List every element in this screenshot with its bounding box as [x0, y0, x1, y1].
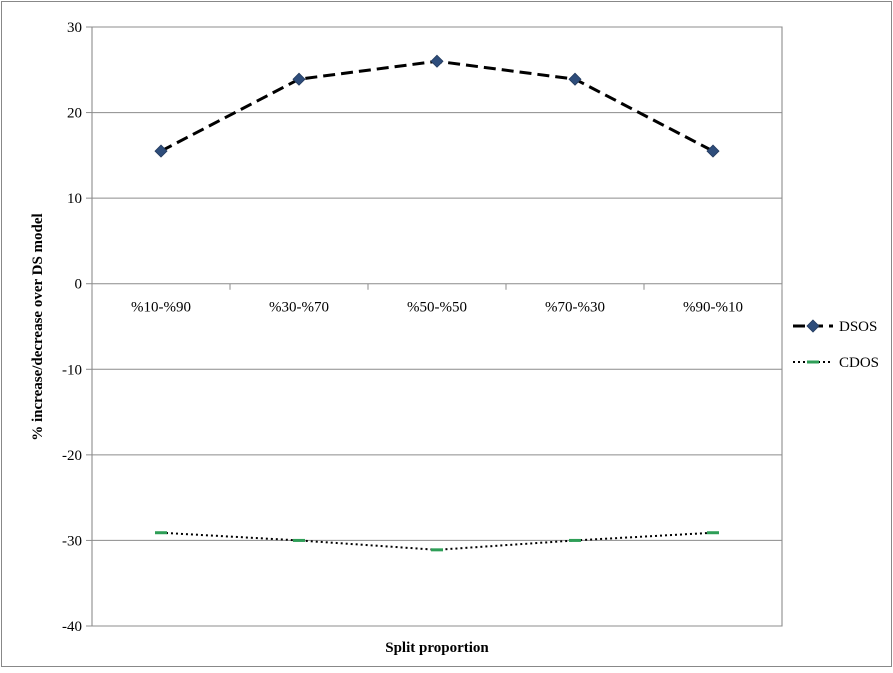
legend-item: CDOS [793, 355, 879, 371]
gridlines [92, 26, 782, 627]
y-axis-ticks: 30 20 10 0 -10 -20 -30 -40 [62, 20, 92, 635]
data-point [154, 144, 168, 158]
legend: DSOS CDOS [793, 319, 879, 371]
x-tick-label: %70-%30 [545, 300, 605, 316]
x-axis-ticks: %10-%90 %30-%70 %50-%50 %70-%30 %90-%10 [91, 283, 783, 316]
y-tick-label: 20 [67, 106, 82, 122]
data-point [292, 72, 306, 86]
y-tick-label: -40 [62, 619, 82, 635]
x-tick-label: %30-%70 [269, 300, 329, 316]
x-tick-label: %10-%90 [131, 300, 191, 316]
data-point [155, 531, 167, 535]
series-dsos [154, 54, 720, 158]
y-tick-label: 30 [67, 20, 82, 36]
y-tick-label: -10 [62, 362, 82, 378]
data-point [431, 548, 443, 552]
y-tick-label: -20 [62, 448, 82, 464]
x-axis-label: Split proportion [385, 640, 489, 656]
x-tick-label: %90-%10 [683, 300, 743, 316]
legend-item: DSOS [793, 319, 877, 335]
data-point [568, 72, 582, 86]
y-tick-label: -30 [62, 533, 82, 549]
y-tick-label: 10 [67, 191, 82, 207]
y-tick-label: 0 [75, 277, 83, 293]
data-point [707, 531, 719, 535]
data-point [293, 538, 305, 542]
data-point [430, 54, 444, 68]
y-axis-label: % increase/decrease over DS model [30, 213, 46, 440]
legend-marker [806, 319, 820, 333]
series-cdos [155, 531, 719, 552]
legend-label: CDOS [839, 355, 879, 371]
legend-label: DSOS [839, 319, 877, 335]
legend-marker [807, 360, 819, 364]
series [154, 54, 720, 552]
data-point [569, 538, 581, 542]
data-point [706, 144, 720, 158]
x-tick-label: %50-%50 [407, 300, 467, 316]
